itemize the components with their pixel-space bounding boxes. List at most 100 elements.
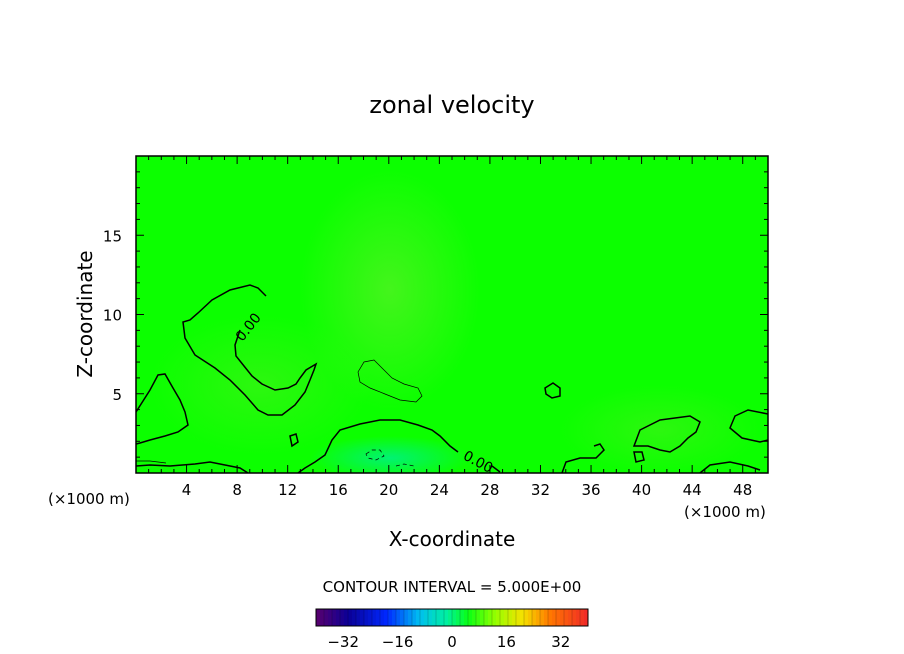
plot-area: 0.00 0.00 xyxy=(136,156,768,473)
colorbar-swatch xyxy=(568,609,573,626)
colorbar-swatch xyxy=(520,609,525,626)
colorbar-swatch xyxy=(476,609,481,626)
contour-small-loop-3 xyxy=(633,451,645,463)
colorbar-swatch xyxy=(400,609,405,626)
x-tick-label: 40 xyxy=(632,481,651,499)
colorbar-swatch xyxy=(420,609,425,626)
colorbar-swatch xyxy=(576,609,581,626)
colorbar-swatch xyxy=(364,609,369,626)
colorbar-tick-label: 0 xyxy=(447,633,457,651)
colorbar-tick-label: −16 xyxy=(382,633,414,651)
colorbar-swatch xyxy=(368,609,373,626)
colorbar-swatch xyxy=(572,609,577,626)
colorbar-swatch xyxy=(556,609,561,626)
x-tick-label: 4 xyxy=(182,481,192,499)
x-unit-left: (×1000 m) xyxy=(48,490,130,508)
field-shade-right xyxy=(560,385,760,473)
colorbar-swatch xyxy=(372,609,377,626)
y-axis-label: Z-coordinate xyxy=(73,250,97,377)
colorbar-swatch xyxy=(524,609,529,626)
colorbar-swatch xyxy=(456,609,461,626)
colorbar-swatch xyxy=(480,609,485,626)
colorbar-swatch xyxy=(436,609,441,626)
field-shade-bottom xyxy=(310,436,470,473)
zero-contours xyxy=(136,284,768,473)
colorbar xyxy=(315,608,589,627)
colorbar-swatch xyxy=(324,609,329,626)
contour-thin-left xyxy=(136,460,167,464)
colorbar-swatch xyxy=(316,609,321,626)
colorbar-swatch xyxy=(536,609,541,626)
x-tick-label: 48 xyxy=(733,481,752,499)
x-tick-label: 16 xyxy=(329,481,348,499)
colorbar-swatch xyxy=(512,609,517,626)
colorbar-tick-label: 32 xyxy=(551,633,570,651)
x-tick-label: 8 xyxy=(232,481,242,499)
colorbar-swatch xyxy=(552,609,557,626)
x-tick-label: 28 xyxy=(480,481,499,499)
colorbar-swatch xyxy=(508,609,513,626)
colorbar-frame xyxy=(315,608,589,627)
colorbar-swatch xyxy=(424,609,429,626)
contour-negative-dashed-1 xyxy=(365,449,385,461)
colorbar-swatch xyxy=(376,609,381,626)
y-tick-label: 5 xyxy=(112,386,122,404)
x-tick-label: 32 xyxy=(531,481,550,499)
contour-right-band xyxy=(561,443,605,473)
contour-negative-dashed-2 xyxy=(395,463,415,467)
colorbar-swatch xyxy=(440,609,445,626)
colorbar-swatch xyxy=(452,609,457,626)
x-tick-label: 36 xyxy=(581,481,600,499)
colorbar-swatch xyxy=(356,609,361,626)
colorbar-swatch xyxy=(528,609,533,626)
colorbar-swatch xyxy=(516,609,521,626)
colorbar-swatch xyxy=(504,609,509,626)
colorbar-swatch xyxy=(460,609,465,626)
contour-small-loop-2 xyxy=(544,382,561,399)
colorbar-tick-label: −32 xyxy=(327,633,359,651)
contour-small-loop-1 xyxy=(289,433,299,448)
contour-far-right xyxy=(729,409,768,443)
colorbar-swatch xyxy=(496,609,501,626)
colorbar-swatch xyxy=(352,609,357,626)
x-unit-right: (×1000 m) xyxy=(684,503,766,521)
colorbar-swatch xyxy=(468,609,473,626)
y-tick-label: 10 xyxy=(103,307,122,325)
colorbar-swatch xyxy=(360,609,365,626)
colorbar-swatch xyxy=(548,609,553,626)
colorbar-swatch xyxy=(328,609,333,626)
colorbar-swatch xyxy=(432,609,437,626)
colorbar-swatch xyxy=(340,609,345,626)
contour-interval-text: CONTOUR INTERVAL = 5.000E+00 xyxy=(323,578,582,596)
colorbar-swatch xyxy=(348,609,353,626)
colorbar-swatch xyxy=(380,609,385,626)
colorbar-swatch xyxy=(404,609,409,626)
x-tick-label: 44 xyxy=(683,481,702,499)
colorbar-swatch xyxy=(444,609,449,626)
colorbar-tick-label: 16 xyxy=(497,633,516,651)
contour-bottom-ridge-tail xyxy=(491,465,501,473)
colorbar-swatch xyxy=(540,609,545,626)
contour-left-edge xyxy=(136,373,189,445)
colorbar-swatch xyxy=(428,609,433,626)
contour-bottom-right-1 xyxy=(699,461,761,473)
x-axis-ticks: 4 8 12 16 20 24 28 32 36 40 44 48 xyxy=(148,156,756,499)
contour-positive-loop xyxy=(357,359,423,403)
interval-contours xyxy=(136,359,423,467)
colorbar-swatch xyxy=(580,609,585,626)
y-axis-ticks: 5 10 15 xyxy=(103,171,768,458)
colorbar-swatch xyxy=(464,609,469,626)
colorbar-swatch xyxy=(320,609,325,626)
contour-bottom-ridge xyxy=(297,419,459,473)
x-axis-label: X-coordinate xyxy=(389,527,516,551)
colorbar-swatch xyxy=(344,609,349,626)
x-tick-label: 12 xyxy=(278,481,297,499)
y-tick-label: 15 xyxy=(103,227,122,245)
colorbar-swatch xyxy=(492,609,497,626)
x-tick-label: 20 xyxy=(379,481,398,499)
contour-upper-lobe xyxy=(182,284,318,416)
colorbar-swatch xyxy=(584,609,589,626)
colorbar-swatch xyxy=(484,609,489,626)
colorbar-swatch xyxy=(396,609,401,626)
